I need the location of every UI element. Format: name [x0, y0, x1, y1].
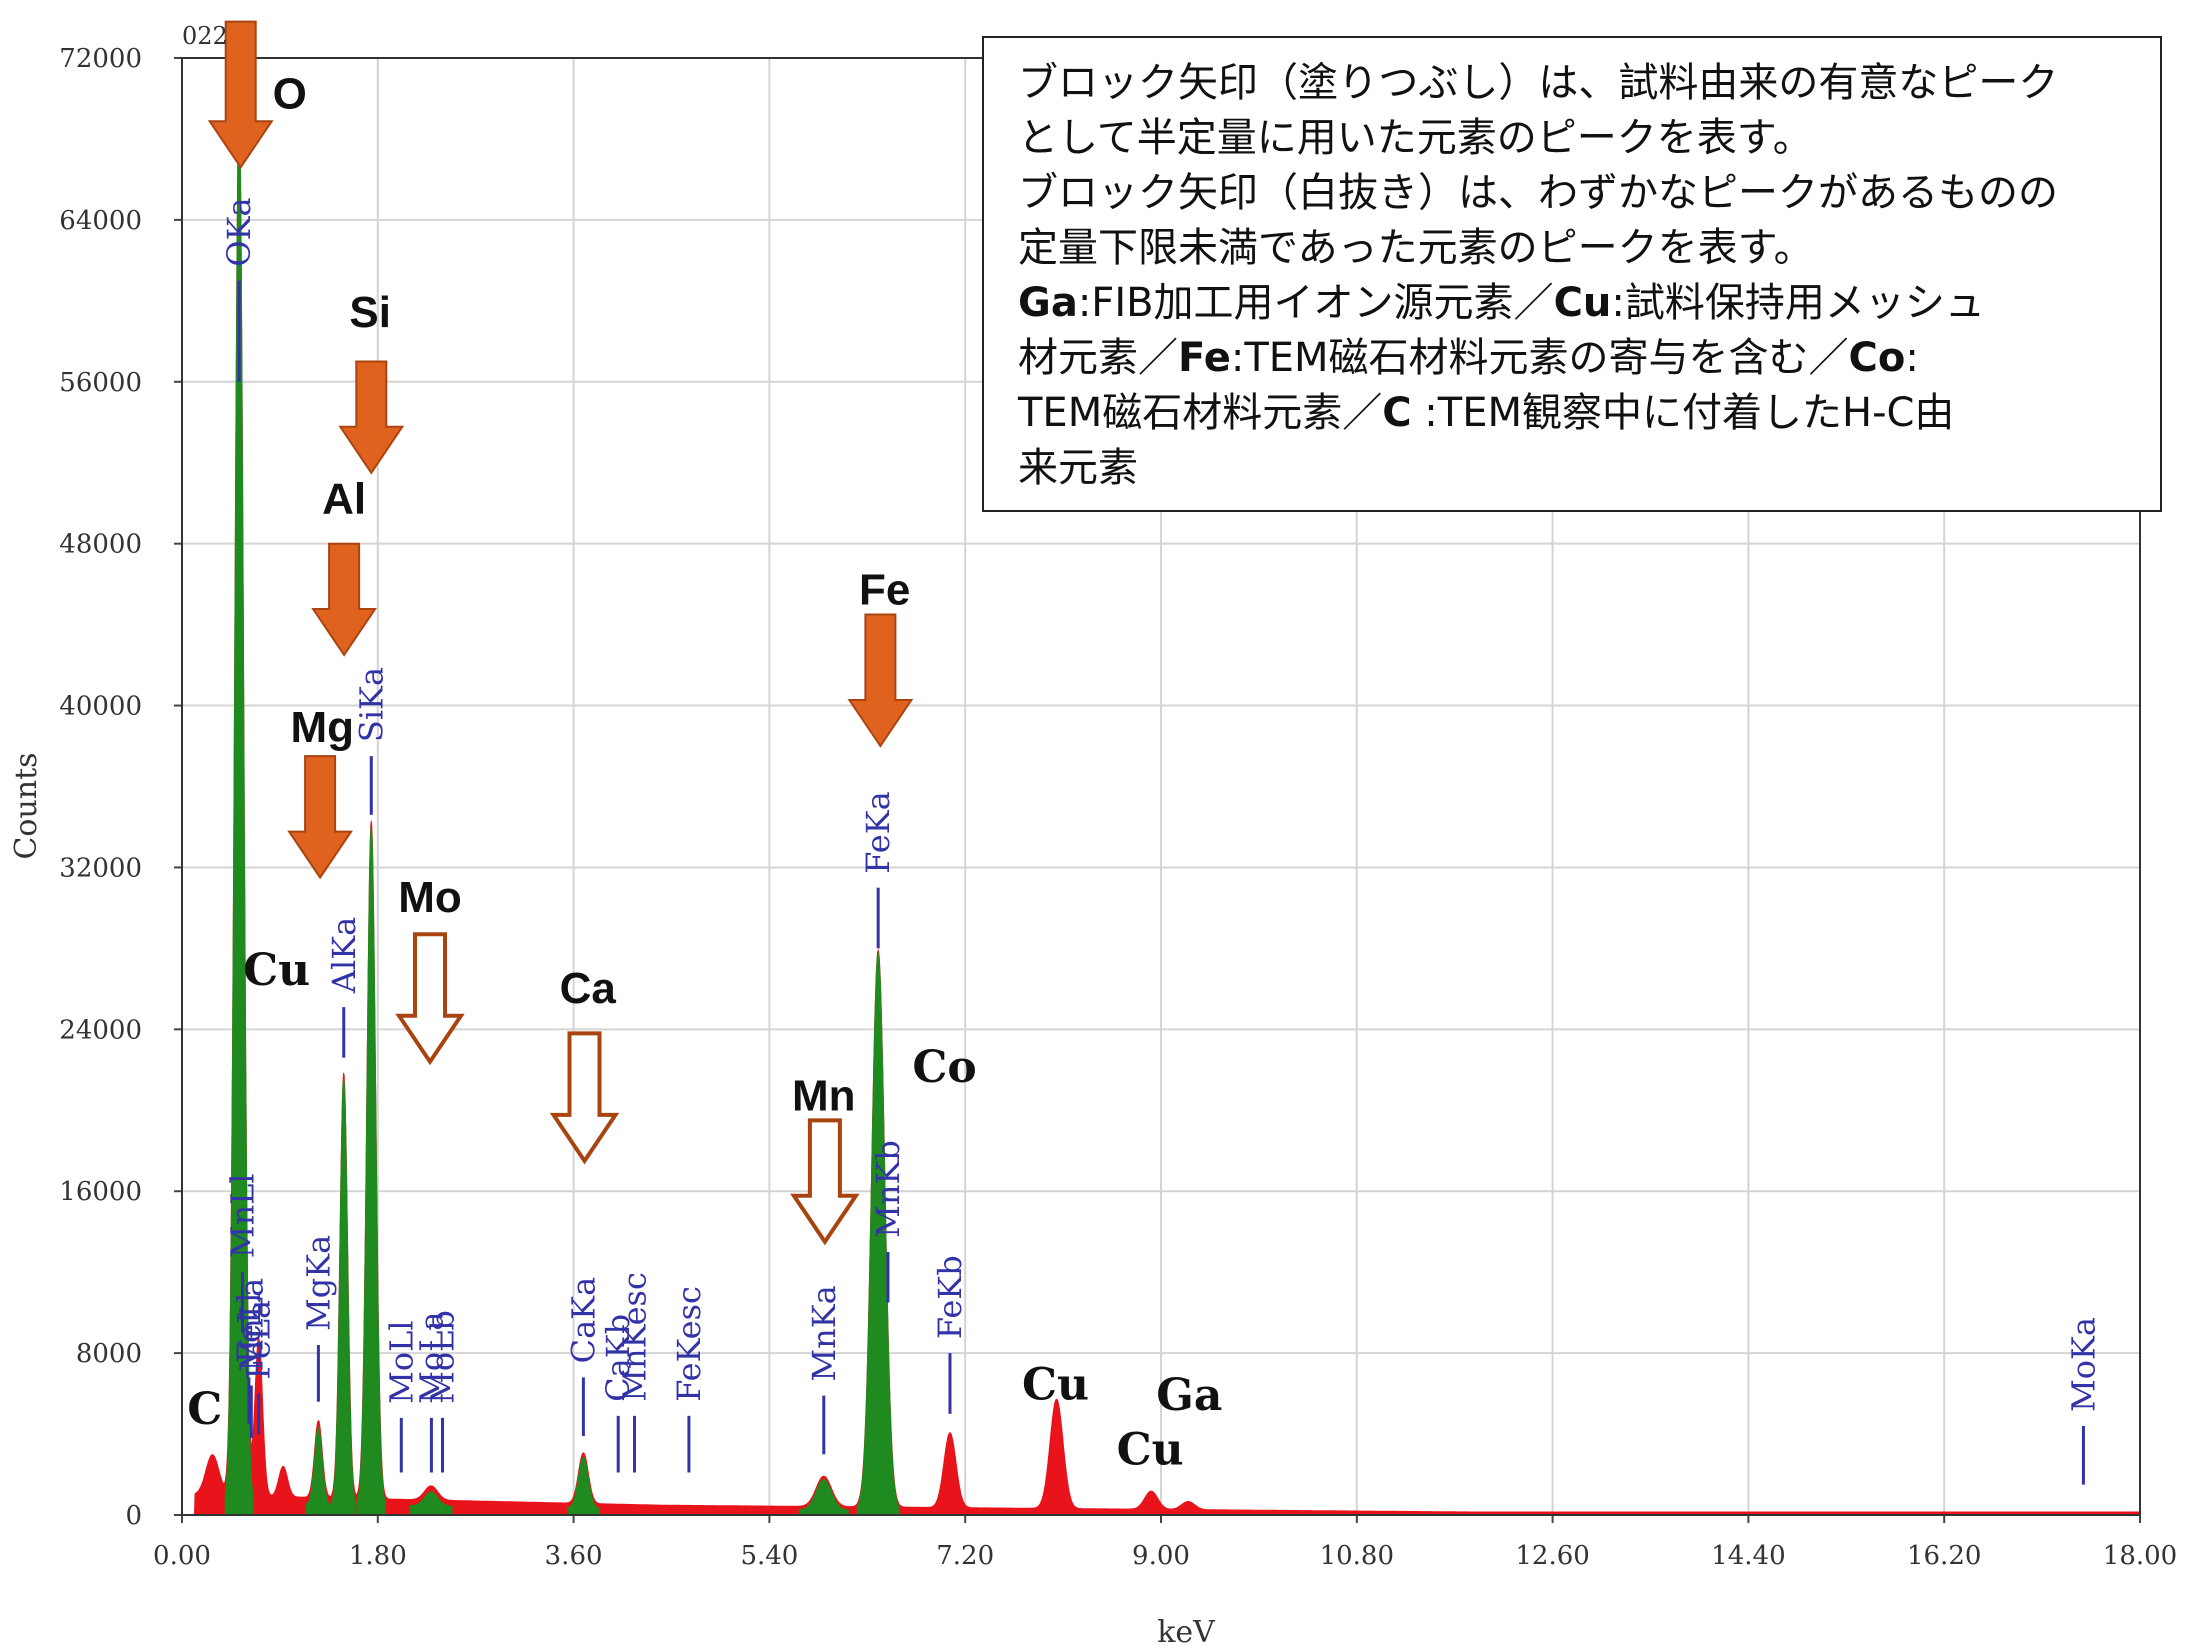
y-tick-label: 8000	[76, 1339, 142, 1369]
spectrum-green-peak	[567, 1456, 600, 1516]
element-label: C	[187, 1384, 222, 1435]
peak-marker-label: SiKa	[352, 667, 390, 742]
filled-block-arrow	[338, 360, 405, 475]
spectrum-green-peak	[305, 1426, 332, 1516]
note-line7-text: TEM磁石材料元素／	[1018, 390, 1383, 436]
note-line-2: として半定量に用いた元素のピークを表す。	[1018, 115, 1813, 161]
peak-marker-label: MnKb	[869, 1140, 907, 1238]
y-tick-label: 16000	[59, 1177, 142, 1207]
element-label: Cu	[1022, 1360, 1089, 1411]
element-label: Fe	[859, 565, 910, 614]
x-tick-label: 12.60	[1515, 1541, 1589, 1571]
note-cu: Cu	[1553, 280, 1612, 326]
note-co: Co	[1848, 335, 1906, 381]
note-line-8: 来元素	[1018, 445, 1138, 491]
y-tick-label: 48000	[59, 530, 142, 560]
peak-marker-label: MoKa	[2064, 1317, 2102, 1412]
note-line-7: TEM磁石材料元素／C :TEM観察中に付着したH-C由	[1018, 386, 2130, 441]
note-line-1: ブロック矢印（塗りつぶし）は、試料由来の有意なピーク	[1018, 60, 2059, 106]
element-label: Ga	[1156, 1370, 1222, 1421]
x-tick-label: 7.20	[936, 1541, 994, 1571]
peak-marker-label: MoLl	[382, 1320, 420, 1404]
outline-block-arrow	[549, 1031, 620, 1165]
peak-marker-label: MnLl	[224, 1173, 262, 1258]
note-ga: Ga	[1018, 280, 1078, 326]
peak-marker-label: MnKesc	[616, 1272, 654, 1402]
element-label: O	[273, 70, 307, 119]
note-ga-text: :FIB加工用イオン源元素／	[1077, 280, 1554, 326]
peak-marker-label: OKa	[220, 197, 258, 266]
peak-marker-label: MoLb	[424, 1310, 462, 1404]
note-fe: Fe	[1178, 335, 1231, 381]
element-label: Al	[322, 474, 366, 523]
element-label: Co	[912, 1042, 976, 1093]
element-label: Ca	[560, 964, 617, 1013]
peak-marker-label: MoLa	[412, 1312, 450, 1404]
outline-block-arrow	[790, 1118, 860, 1246]
arrow-layer	[207, 20, 914, 1246]
note-c: C	[1382, 390, 1412, 436]
note-line6-text: 材元素／	[1018, 335, 1178, 381]
x-tick-label: 1.80	[349, 1541, 407, 1571]
peak-marker-label: FeLa	[240, 1300, 278, 1380]
x-tick-label: 14.40	[1711, 1541, 1785, 1571]
filled-block-arrow	[207, 20, 274, 170]
element-label: Mn	[792, 1071, 856, 1120]
x-tick-label: 3.60	[545, 1541, 603, 1571]
x-tick-label: 5.40	[740, 1541, 798, 1571]
x-tick-label: 9.00	[1132, 1541, 1190, 1571]
peak-marker-label: FeKb	[931, 1255, 969, 1339]
filled-block-arrow	[311, 542, 377, 657]
outline-block-arrow	[395, 932, 465, 1066]
peak-marker-label: AlKa	[325, 917, 363, 994]
element-label: Cu	[243, 945, 310, 996]
spectrum-green-peak	[409, 1491, 453, 1516]
note-co-text: :	[1905, 335, 1919, 381]
peak-marker-label: FeLl	[230, 1293, 268, 1364]
y-tick-label: 40000	[59, 692, 142, 722]
y-tick-label: 64000	[59, 206, 142, 236]
note-line-5: Ga:FIB加工用イオン源元素／Cu:試料保持用メッシュ	[1018, 276, 2130, 331]
peak-marker-label: MnLa	[232, 1278, 270, 1372]
x-tick-label: 16.20	[1907, 1541, 1981, 1571]
legend-note-box: ブロック矢印（塗りつぶし）は、試料由来の有意なピーク として半定量に用いた元素の…	[982, 36, 2162, 512]
peak-marker-label: CaKa	[564, 1277, 602, 1364]
note-cu-text: :試料保持用メッシュ	[1611, 280, 1985, 326]
x-tick-label: 10.80	[1320, 1541, 1394, 1571]
peak-marker-label: MgKa	[299, 1235, 337, 1331]
peak-marker-label: MnKa	[805, 1285, 843, 1381]
spectrum-green-peak	[356, 827, 386, 1516]
element-label: Cu	[1117, 1424, 1184, 1475]
spectrum-layer	[182, 99, 2141, 1516]
corner-label: 022	[182, 22, 228, 50]
element-label: Si	[349, 288, 391, 337]
spectrum-green-peak	[856, 951, 900, 1516]
element-label: Mg	[291, 703, 355, 752]
note-line-4: 定量下限未満であった元素のピークを表す。	[1018, 225, 1814, 271]
y-tick-label: 56000	[59, 368, 142, 398]
filled-block-arrow	[847, 613, 914, 748]
note-line-3: ブロック矢印（白抜き）は、わずかなピークがあるものの	[1018, 170, 2058, 216]
x-tick-label: 0.00	[153, 1541, 211, 1571]
element-label: Mo	[398, 873, 462, 922]
y-tick-label: 72000	[59, 44, 142, 74]
y-tick-label: 32000	[59, 853, 142, 883]
note-c-text: :TEM観察中に付着したH-C由	[1411, 390, 1955, 436]
note-line-6: 材元素／Fe:TEM磁石材料元素の寄与を含む／Co:	[1018, 331, 2130, 386]
spectrum-green-peak	[798, 1479, 849, 1516]
y-axis-title: Counts	[9, 752, 44, 859]
x-tick-label: 18.00	[2103, 1541, 2177, 1571]
peak-marker-label: FeKesc	[670, 1286, 708, 1402]
y-tick-label: 24000	[59, 1015, 142, 1045]
x-axis-title: keV	[1157, 1615, 1216, 1650]
filled-block-arrow	[287, 755, 353, 880]
peak-marker-label: FeKa	[859, 791, 897, 873]
note-fe-text: :TEM磁石材料元素の寄与を含む／	[1230, 335, 1849, 381]
peak-marker-label: CaKb	[599, 1314, 637, 1402]
spectrum-green-peak	[331, 1077, 357, 1516]
y-tick-label: 0	[125, 1501, 142, 1531]
